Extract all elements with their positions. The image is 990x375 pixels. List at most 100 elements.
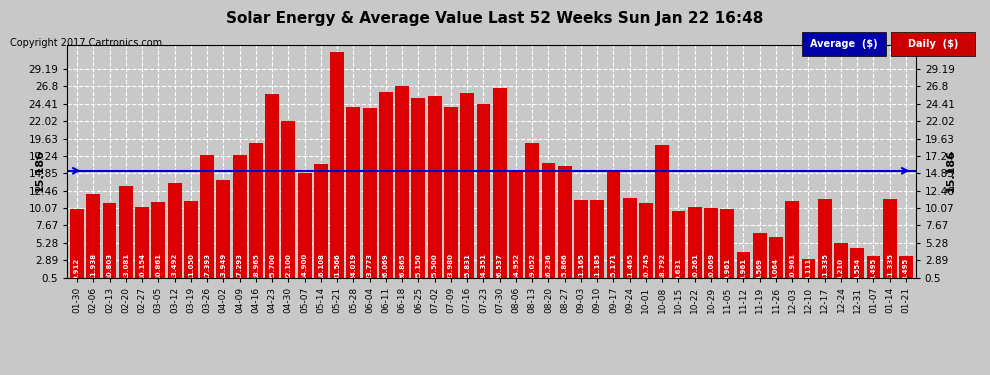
Text: 24.019: 24.019: [350, 253, 356, 280]
Text: 25.831: 25.831: [464, 253, 470, 280]
Text: 18.965: 18.965: [252, 253, 258, 280]
Bar: [167, 183, 181, 281]
Text: 26.865: 26.865: [399, 254, 405, 280]
Text: 9.912: 9.912: [74, 258, 80, 280]
Text: 13.492: 13.492: [171, 253, 177, 280]
Bar: [217, 180, 231, 281]
Bar: [850, 248, 864, 281]
Bar: [362, 108, 376, 281]
Text: Average  ($): Average ($): [810, 39, 878, 49]
Bar: [314, 164, 328, 281]
Text: 10.745: 10.745: [643, 253, 648, 280]
Text: 5.210: 5.210: [838, 258, 844, 280]
Text: Copyright 2017 Cartronics.com: Copyright 2017 Cartronics.com: [10, 38, 162, 48]
Bar: [785, 201, 799, 281]
Bar: [281, 121, 295, 281]
Bar: [103, 202, 117, 281]
Text: 17.293: 17.293: [237, 253, 243, 280]
Bar: [248, 143, 262, 281]
Bar: [835, 243, 847, 281]
Text: 10.154: 10.154: [139, 253, 146, 280]
Bar: [802, 258, 816, 281]
Bar: [346, 106, 360, 281]
Bar: [557, 166, 571, 281]
Bar: [574, 200, 588, 281]
Text: 25.150: 25.150: [416, 253, 422, 280]
Bar: [200, 155, 214, 281]
Text: 16.108: 16.108: [318, 253, 324, 280]
Text: 11.165: 11.165: [578, 253, 584, 280]
Text: 15.866: 15.866: [561, 253, 567, 280]
Bar: [412, 98, 426, 281]
Bar: [721, 209, 735, 281]
Text: 17.393: 17.393: [204, 253, 210, 280]
Bar: [493, 88, 507, 281]
Text: 23.980: 23.980: [447, 253, 453, 280]
Text: Solar Energy & Average Value Last 52 Weeks Sun Jan 22 16:48: Solar Energy & Average Value Last 52 Wee…: [227, 11, 763, 26]
Bar: [184, 201, 198, 281]
Bar: [639, 203, 652, 281]
Bar: [866, 256, 880, 281]
Bar: [444, 107, 457, 281]
Bar: [623, 198, 637, 281]
Text: 9.631: 9.631: [675, 258, 681, 280]
Text: 11.335: 11.335: [887, 253, 893, 280]
Text: 16.236: 16.236: [545, 253, 551, 280]
Bar: [688, 207, 702, 281]
Text: 23.773: 23.773: [366, 253, 372, 280]
Bar: [590, 200, 604, 281]
Bar: [769, 237, 783, 281]
Bar: [883, 199, 897, 281]
Bar: [136, 207, 148, 281]
Text: 6.064: 6.064: [773, 258, 779, 280]
Bar: [379, 92, 393, 281]
Text: 24.351: 24.351: [480, 253, 486, 280]
Text: 10.261: 10.261: [692, 253, 698, 280]
Bar: [899, 256, 913, 281]
Text: 15.186: 15.186: [35, 149, 45, 192]
Text: 18.792: 18.792: [659, 253, 665, 280]
Text: 19.052: 19.052: [530, 253, 536, 280]
Bar: [737, 252, 750, 281]
Text: 13.949: 13.949: [221, 253, 227, 280]
Text: 10.803: 10.803: [107, 253, 113, 280]
Bar: [428, 96, 442, 281]
Text: 3.111: 3.111: [806, 258, 812, 280]
Text: 11.465: 11.465: [627, 253, 633, 280]
Bar: [86, 194, 100, 281]
Text: 3.961: 3.961: [741, 258, 746, 280]
Bar: [151, 202, 165, 281]
Bar: [331, 52, 345, 281]
Bar: [509, 172, 523, 281]
Text: 15.186: 15.186: [945, 149, 955, 192]
Bar: [752, 233, 766, 281]
Text: 25.500: 25.500: [432, 253, 438, 280]
Bar: [818, 199, 832, 281]
Text: 14.900: 14.900: [302, 253, 308, 280]
Text: Daily  ($): Daily ($): [908, 39, 958, 49]
Bar: [526, 143, 540, 281]
Text: 11.050: 11.050: [188, 253, 194, 280]
Bar: [671, 211, 685, 281]
Bar: [265, 94, 279, 281]
Text: 3.495: 3.495: [903, 258, 909, 280]
Text: 10.961: 10.961: [789, 253, 795, 280]
Text: 26.069: 26.069: [383, 253, 389, 280]
Bar: [704, 208, 718, 281]
Text: 25.700: 25.700: [269, 253, 275, 280]
Text: 10.861: 10.861: [155, 253, 161, 280]
Text: 9.961: 9.961: [725, 258, 731, 280]
Text: 6.569: 6.569: [756, 258, 762, 280]
Text: 13.081: 13.081: [123, 253, 129, 280]
Bar: [395, 86, 409, 281]
Text: 3.495: 3.495: [870, 258, 876, 280]
Text: 10.069: 10.069: [708, 253, 714, 280]
Bar: [476, 104, 490, 281]
Text: 22.100: 22.100: [285, 253, 291, 280]
Text: 14.952: 14.952: [513, 253, 519, 280]
Bar: [460, 93, 474, 281]
Text: 26.537: 26.537: [497, 253, 503, 280]
Text: 15.171: 15.171: [611, 253, 617, 280]
Bar: [655, 145, 669, 281]
Text: 4.554: 4.554: [854, 258, 860, 280]
